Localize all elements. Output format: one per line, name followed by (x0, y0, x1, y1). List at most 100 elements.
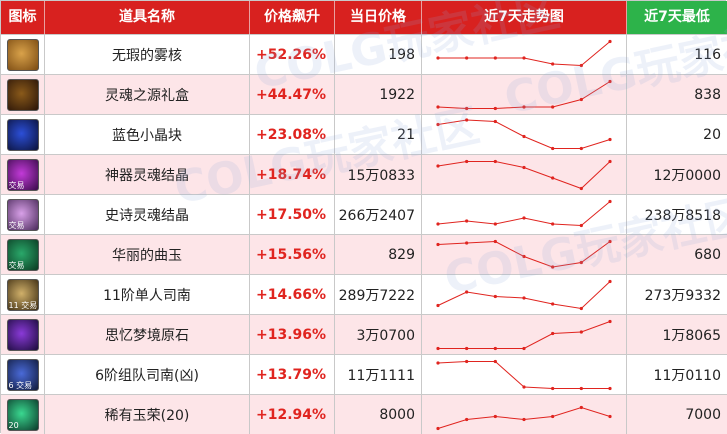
trend-point (493, 159, 497, 164)
seven-day-low: 238万8518 (644, 207, 721, 224)
item-name: 蓝色小晶块 (45, 115, 250, 154)
today-price: 289万7222 (335, 275, 422, 314)
trend-point (579, 330, 583, 334)
trend-point (522, 254, 526, 259)
icon-cell: 11 交易 (1, 275, 45, 314)
header-icon: 图标 (1, 1, 45, 34)
trend-point (465, 241, 469, 245)
trend-point (522, 385, 526, 389)
header-trend: 近7天走势图 (422, 1, 627, 34)
table-row[interactable]: 灵魂之源礼盒 +44.47% 1922 838 (1, 74, 727, 114)
trend-point (493, 346, 497, 351)
seven-day-low: 838 (694, 86, 721, 103)
today-price: 829 (335, 235, 422, 274)
trend-cell (422, 355, 627, 394)
price-surge: +13.96% (250, 315, 335, 354)
table-row[interactable]: 思忆梦境原石 +13.96% 3万0700 1万8065 (1, 314, 727, 354)
seven-day-low: 273万9332 (644, 287, 721, 304)
price-surge: +52.26% (250, 35, 335, 74)
jade-honor-icon: 20 (6, 398, 39, 431)
trend-point (493, 56, 497, 60)
trend-point (522, 216, 526, 220)
trend-point (579, 186, 583, 191)
trend-point (465, 106, 469, 111)
table-row[interactable]: 11 交易 11阶单人司南 +14.66% 289万7222 273万9332 (1, 274, 727, 314)
trend-sparkline (436, 405, 612, 431)
trend-point (436, 361, 440, 365)
table-row[interactable]: 交易 史诗灵魂结晶 +17.50% 266万2407 238万8518 (1, 194, 727, 234)
item-name: 11阶单人司南 (45, 275, 250, 314)
table-row[interactable]: 20 稀有玉荣(20) +12.94% 8000 7000 (1, 394, 727, 434)
today-price: 1922 (335, 75, 422, 114)
seven-day-low: 11万0110 (653, 367, 721, 384)
trend-point (608, 279, 612, 284)
trend-point (493, 359, 497, 364)
trend-point (522, 296, 526, 300)
trend-point (608, 199, 612, 204)
seven-day-low: 680 (694, 246, 721, 263)
today-price: 266万2407 (335, 195, 422, 234)
trend-point (436, 346, 440, 351)
table-row[interactable]: 交易 华丽的曲玉 +15.56% 829 680 (1, 234, 727, 274)
trend-point (522, 134, 526, 139)
trend-cell (422, 315, 627, 354)
icon-cell (1, 35, 45, 74)
item-name: 灵魂之源礼盒 (45, 75, 250, 114)
trend-point (551, 265, 555, 269)
compass-11-icon: 11 交易 (6, 278, 39, 311)
icon-cell (1, 75, 45, 114)
icon-badge: 交易 (8, 180, 25, 190)
trend-cell (422, 395, 627, 434)
trend-point (465, 346, 469, 351)
trend-point (465, 290, 469, 294)
trend-line (437, 201, 611, 227)
header-low: 近7天最低 (627, 1, 727, 34)
header-pct: 价格飙升 (250, 1, 335, 34)
icon-cell: 交易 (1, 155, 45, 194)
trend-point (608, 239, 612, 244)
price-surge: +17.50% (250, 195, 335, 234)
table-row[interactable]: 无瑕的雾核 +52.26% 198 116 (1, 34, 727, 74)
trend-line (437, 161, 611, 190)
trend-point (551, 386, 555, 391)
icon-cell: 20 (1, 395, 45, 434)
icon-cell: 交易 (1, 235, 45, 274)
trend-point (522, 56, 526, 60)
trend-point (579, 97, 583, 102)
icon-cell (1, 315, 45, 354)
trend-point (608, 414, 612, 419)
trend-point (608, 319, 612, 324)
jade-icon: 交易 (6, 238, 39, 271)
table-header: 图标 道具名称 价格飙升 当日价格 近7天走势图 近7天最低 (1, 1, 727, 34)
table-row[interactable]: 6 交易 6阶组队司南(凶) +13.79% 11万1111 11万0110 (1, 354, 727, 394)
dream-stone-icon (6, 318, 39, 351)
trend-point (551, 302, 555, 306)
today-price: 21 (335, 115, 422, 154)
today-price: 11万1111 (335, 355, 422, 394)
icon-badge: 6 交易 (8, 380, 33, 390)
header-name: 道具名称 (45, 1, 250, 34)
trend-point (551, 176, 555, 180)
trend-point (522, 165, 526, 170)
trend-point (465, 118, 469, 122)
price-surge: +44.47% (250, 75, 335, 114)
trend-point (436, 164, 440, 168)
seven-day-low: 12万0000 (653, 167, 721, 184)
trend-sparkline (436, 79, 612, 111)
trend-point (579, 63, 583, 68)
today-price: 198 (335, 35, 422, 74)
trend-point (493, 294, 497, 299)
trend-sparkline (436, 199, 612, 228)
trend-point (579, 386, 583, 391)
table-row[interactable]: 交易 神器灵魂结晶 +18.74% 15万0833 12万0000 (1, 154, 727, 194)
table-row[interactable]: 蓝色小晶块 +23.08% 21 20 (1, 114, 727, 154)
trend-point (522, 417, 526, 422)
trend-point (608, 386, 612, 391)
trend-point (436, 303, 440, 308)
trend-sparkline (436, 159, 612, 191)
trend-point (522, 105, 526, 109)
trend-line (437, 81, 611, 109)
item-name: 史诗灵魂结晶 (45, 195, 250, 234)
trend-sparkline (436, 359, 612, 391)
trend-point (465, 159, 469, 164)
